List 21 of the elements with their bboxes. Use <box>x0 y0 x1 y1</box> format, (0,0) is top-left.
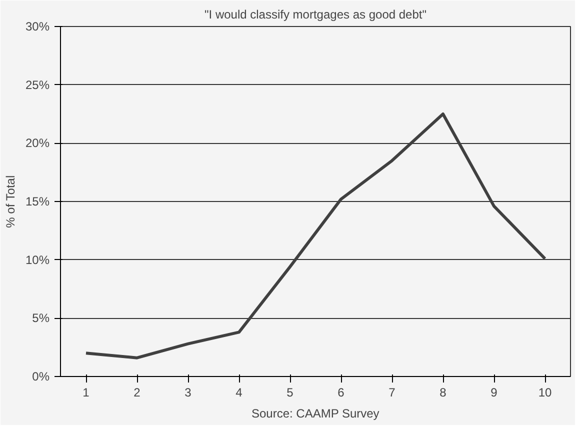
source-note: Source: CAAMP Survey <box>251 406 380 420</box>
x-tick-label: 6 <box>338 386 345 400</box>
y-tick-label: 5% <box>32 311 50 326</box>
x-tick-label: 4 <box>236 386 243 400</box>
y-tick-label: 15% <box>25 194 50 208</box>
x-tick-label: 8 <box>440 386 447 400</box>
x-tick-label: 9 <box>490 386 498 400</box>
x-tick-label: 10 <box>538 386 552 400</box>
x-tick-label: 2 <box>134 386 141 400</box>
y-tick-label: 25% <box>25 78 50 92</box>
x-tick-label: 1 <box>82 386 90 400</box>
y-tick-label: 0% <box>32 370 50 384</box>
chart-title: "I would classify mortgages as good debt" <box>204 8 426 22</box>
x-tick-label: 7 <box>388 386 396 400</box>
line-series <box>84 112 546 360</box>
y-tick-label: 30% <box>25 20 50 34</box>
x-tick-label: 3 <box>184 386 192 400</box>
x-tick-label: 5 <box>286 386 294 400</box>
y-tick-label: 20% <box>25 136 50 150</box>
y-tick-label: 10% <box>25 252 50 267</box>
y-axis-title: % of Total <box>3 175 18 228</box>
